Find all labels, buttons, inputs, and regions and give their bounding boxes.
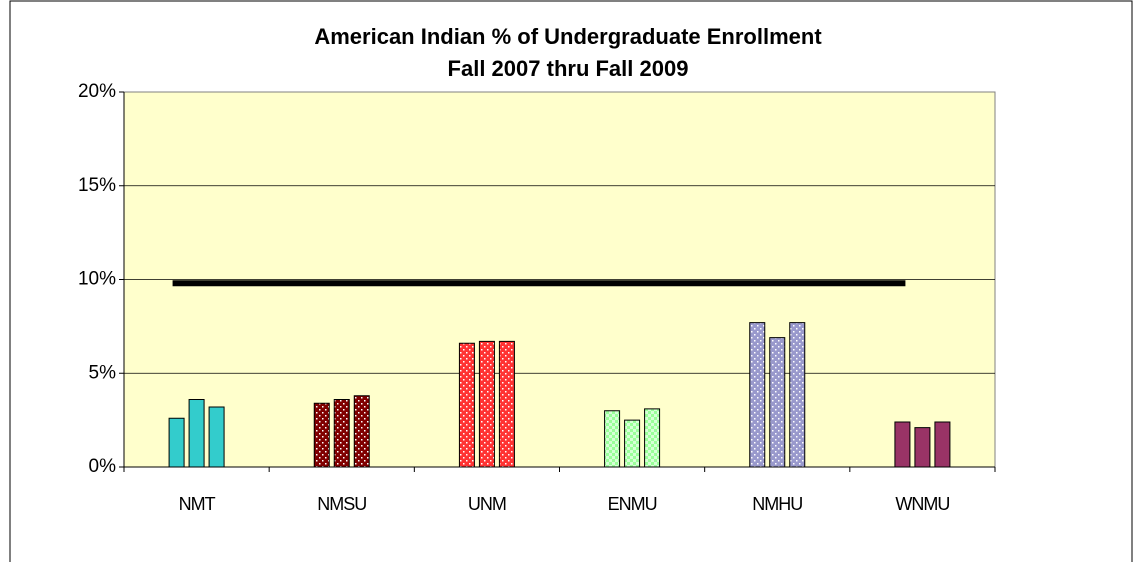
y-tick-label: 10% <box>78 269 116 290</box>
bar <box>604 410 621 468</box>
bar <box>333 399 350 468</box>
bar <box>188 399 205 468</box>
bar <box>914 427 931 468</box>
bar <box>478 340 495 468</box>
x-tick-label: NMHU <box>752 494 802 514</box>
chart-subtitle: Fall 2007 thru Fall 2009 <box>448 56 689 81</box>
x-tick-label: UNM <box>468 494 506 514</box>
bar <box>353 395 370 468</box>
x-tick-label: WNMU <box>895 494 949 514</box>
y-tick-label: 20% <box>78 81 116 102</box>
bar <box>749 322 766 468</box>
y-tick-label: 15% <box>78 175 116 196</box>
chart-title: American Indian % of Undergraduate Enrol… <box>314 24 822 49</box>
y-tick-label: 0% <box>89 456 117 477</box>
bar <box>498 340 515 468</box>
bar <box>769 337 786 468</box>
bar <box>894 421 911 468</box>
x-tick-label: ENMU <box>608 494 657 514</box>
bar <box>624 419 641 468</box>
bar <box>313 402 330 468</box>
y-tick-label: 5% <box>89 362 117 383</box>
bar <box>789 322 806 468</box>
bar <box>458 342 475 468</box>
bar <box>934 421 951 468</box>
bar <box>208 406 225 468</box>
x-tick-label: NMT <box>179 494 216 514</box>
bar <box>644 408 661 468</box>
x-tick-label: NMSU <box>317 494 366 514</box>
bar <box>168 417 185 468</box>
